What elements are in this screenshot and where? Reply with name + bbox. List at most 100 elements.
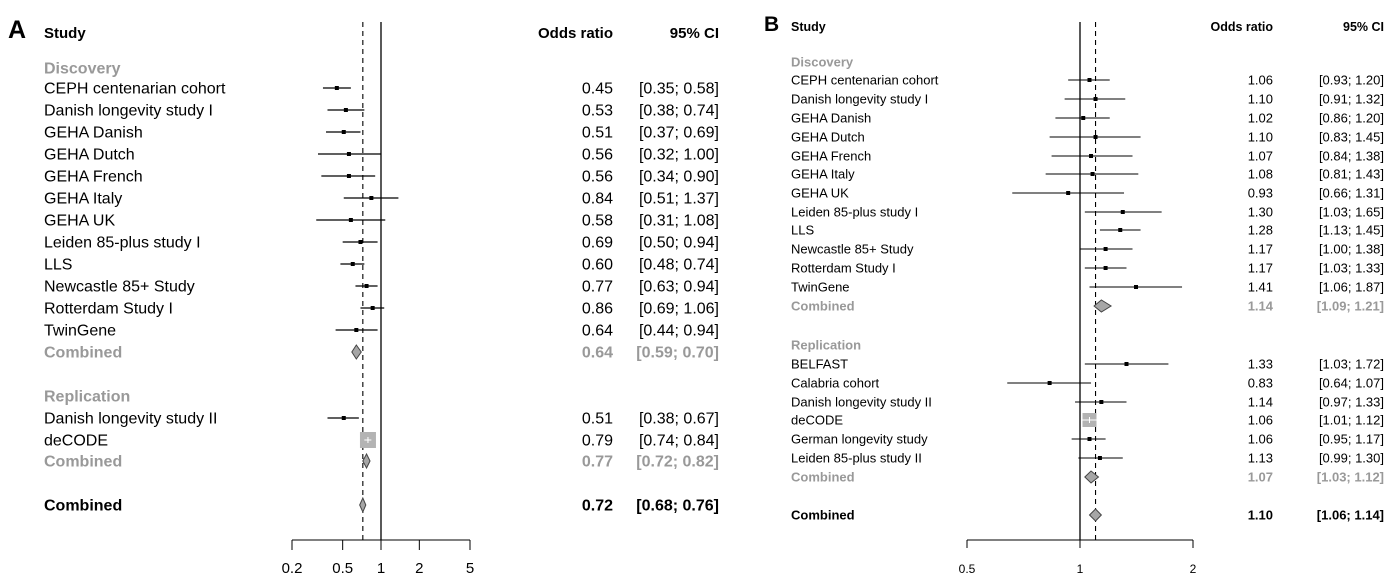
overall-combined-label: Combined [44, 498, 122, 515]
point-estimate-box [334, 86, 339, 90]
point-estimate-box [1047, 381, 1052, 385]
odds-ratio-value: 0.64 [582, 345, 613, 362]
subgroup-combined-label: Combined [791, 299, 855, 314]
ci-value: [1.13; 1.45] [1319, 223, 1384, 238]
odds-ratio-value: 0.45 [582, 81, 613, 98]
ci-value: [1.03; 1.65] [1319, 205, 1384, 220]
ci-value: [0.64; 1.07] [1319, 376, 1384, 391]
odds-ratio-value: 0.58 [582, 213, 613, 230]
x-tick-label: 0.5 [959, 562, 976, 576]
pooled-estimate-diamond [1088, 508, 1103, 522]
ci-value: [0.35; 0.58] [639, 81, 719, 98]
ci-value: [0.38; 0.74] [639, 103, 719, 120]
pooled-estimate-diamond [1093, 299, 1113, 313]
point-estimate-box [343, 108, 348, 112]
odds-ratio-value: 0.56 [582, 169, 613, 186]
study-label: GEHA Italy [44, 191, 122, 208]
ci-value: [1.03; 1.33] [1319, 261, 1384, 276]
pooled-estimate-diamond [362, 452, 371, 470]
group-heading: Discovery [44, 61, 121, 78]
study-label: GEHA UK [44, 213, 115, 230]
ci-value: [0.44; 0.94] [639, 323, 719, 340]
x-tick-label: 1 [1077, 562, 1084, 576]
ci-value: [0.69; 1.06] [639, 301, 719, 318]
study-label: GEHA Danish [791, 111, 871, 126]
study-label: CEPH centenarian cohort [791, 73, 939, 88]
point-estimate-box [1097, 456, 1102, 460]
odds-ratio-value: 0.51 [582, 125, 613, 142]
point-estimate-box [1118, 228, 1123, 232]
study-label: Leiden 85-plus study II [791, 451, 922, 466]
point-estimate-box [346, 174, 351, 178]
point-estimate-box [350, 262, 355, 266]
pooled-estimate-diamond [351, 344, 362, 360]
point-estimate-box [1089, 154, 1094, 158]
odds-ratio-value: 0.79 [582, 433, 613, 450]
ci-value: [0.91; 1.32] [1319, 92, 1384, 107]
point-estimate-box [1081, 116, 1086, 120]
study-label: GEHA French [791, 149, 871, 164]
x-tick-label: 2 [415, 560, 423, 577]
study-label: GEHA Danish [44, 125, 143, 142]
odds-ratio-value: 1.06 [1248, 432, 1273, 447]
pooled-estimate-diamond [359, 496, 367, 514]
ci-value: [0.72; 0.82] [636, 454, 719, 471]
header-odds-ratio: Odds ratio [538, 25, 613, 42]
odds-ratio-value: 1.06 [1248, 73, 1273, 88]
panel-letter: A [8, 16, 26, 44]
group-heading: Discovery [791, 55, 854, 70]
odds-ratio-value: 1.07 [1248, 149, 1273, 164]
ci-value: [0.32; 1.00] [639, 147, 719, 164]
ci-value: [0.84; 1.38] [1319, 149, 1384, 164]
x-tick-label: 0.5 [332, 560, 353, 577]
study-label: Newcastle 85+ Study [791, 242, 914, 257]
study-label: LLS [44, 257, 72, 274]
odds-ratio-value: 0.64 [582, 323, 613, 340]
study-label: GEHA Dutch [791, 130, 865, 145]
odds-ratio-value: 0.72 [582, 498, 613, 515]
odds-ratio-value: 1.14 [1248, 299, 1274, 314]
ci-value: [0.86; 1.20] [1319, 111, 1384, 126]
ci-value: [1.00; 1.38] [1319, 242, 1384, 257]
x-tick-label: 5 [466, 560, 474, 577]
point-estimate-box [348, 218, 353, 222]
study-label: GEHA French [44, 169, 143, 186]
ci-value: [0.34; 0.90] [639, 169, 719, 186]
ci-value: [0.95; 1.17] [1319, 432, 1384, 447]
odds-ratio-value: 1.33 [1248, 357, 1273, 372]
odds-ratio-value: 0.53 [582, 103, 613, 120]
study-label: Leiden 85-plus study I [44, 235, 201, 252]
odds-ratio-value: 1.08 [1248, 167, 1273, 182]
ci-value: [0.99; 1.30] [1319, 451, 1384, 466]
point-estimate-box [1066, 191, 1071, 195]
study-label: TwinGene [44, 323, 116, 340]
subgroup-combined-label: Combined [791, 470, 855, 485]
odds-ratio-value: 1.17 [1248, 261, 1273, 276]
header-study: Study [791, 20, 826, 34]
point-estimate-box [341, 416, 346, 420]
study-label: deCODE [44, 433, 108, 450]
ci-value: [0.31; 1.08] [639, 213, 719, 230]
point-estimate-box [1087, 78, 1092, 82]
study-label: GEHA UK [791, 186, 849, 201]
study-label: Danish longevity study I [791, 92, 928, 107]
odds-ratio-value: 1.07 [1248, 470, 1273, 485]
point-estimate-box [1099, 400, 1104, 404]
pooled-estimate-diamond [1084, 470, 1100, 484]
point-estimate-box [1134, 285, 1139, 289]
study-label: Calabria cohort [791, 376, 880, 391]
point-estimate-box [346, 152, 351, 156]
point-estimate-box [341, 130, 346, 134]
study-label: Rotterdam Study I [44, 301, 173, 318]
ci-value: [1.03; 1.12] [1317, 470, 1384, 485]
ci-value: [0.83; 1.45] [1319, 130, 1384, 145]
odds-ratio-value: 1.02 [1248, 111, 1273, 126]
odds-ratio-value: 1.10 [1248, 92, 1273, 107]
point-estimate-box [1093, 97, 1098, 101]
point-estimate-box [1103, 247, 1108, 251]
ci-value: [1.01; 1.12] [1319, 413, 1384, 428]
study-label: Rotterdam Study I [791, 261, 896, 276]
study-label: deCODE [791, 413, 843, 428]
group-heading: Replication [791, 338, 861, 353]
point-estimate-box [369, 196, 374, 200]
